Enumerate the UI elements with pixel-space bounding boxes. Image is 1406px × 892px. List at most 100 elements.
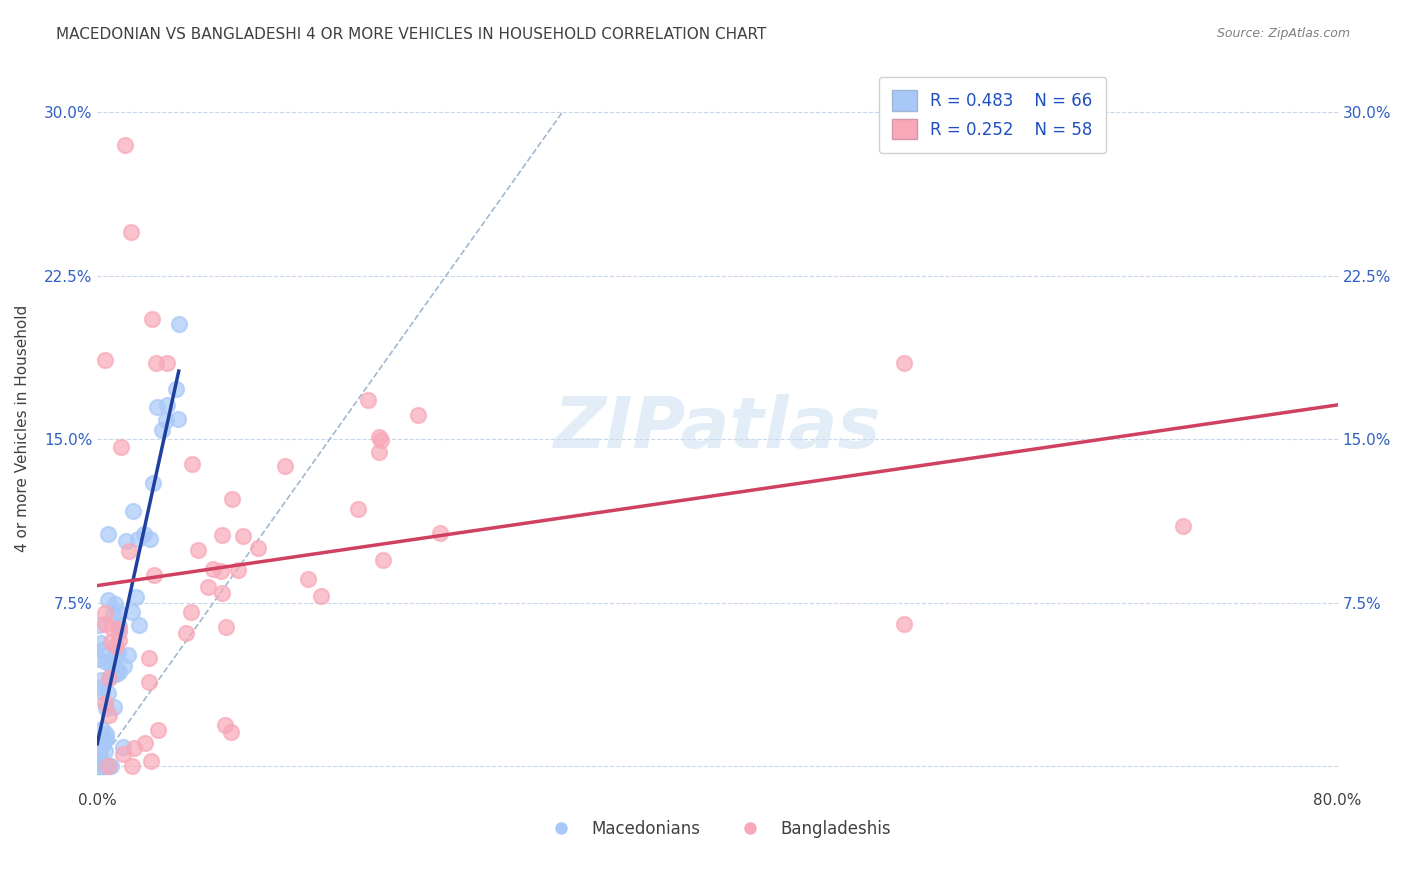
Bangladeshis — [110, 440, 132, 454]
Macedonians — [167, 412, 190, 426]
Macedonians — [127, 532, 149, 546]
Bangladeshis — [180, 605, 202, 619]
Bangladeshis — [215, 619, 238, 633]
Macedonians — [89, 749, 111, 764]
Bangladeshis — [181, 457, 204, 471]
Bangladeshis — [108, 633, 131, 648]
Bangladeshis — [346, 501, 368, 516]
Macedonians — [142, 476, 165, 491]
Macedonians — [94, 655, 117, 669]
Macedonians — [104, 646, 127, 660]
Macedonians — [117, 648, 139, 663]
Bangladeshis — [211, 586, 233, 600]
Bangladeshis — [120, 225, 142, 239]
Macedonians — [90, 636, 112, 650]
Macedonians — [132, 527, 155, 541]
Macedonians — [90, 673, 112, 687]
Bangladeshis — [201, 561, 224, 575]
Macedonians — [124, 590, 146, 604]
Bangladeshis — [211, 528, 233, 542]
Bangladeshis — [156, 356, 179, 370]
Macedonians — [108, 619, 131, 633]
Macedonians — [91, 759, 114, 773]
Macedonians — [87, 745, 110, 759]
Macedonians — [94, 731, 117, 745]
Macedonians — [107, 646, 129, 660]
Bangladeshis — [1171, 519, 1194, 533]
Macedonians — [112, 659, 135, 673]
Macedonians — [93, 759, 115, 773]
Bangladeshis — [94, 353, 117, 368]
Macedonians — [87, 759, 110, 773]
Bangladeshis — [121, 759, 143, 773]
Bangladeshis — [139, 754, 162, 768]
Text: MACEDONIAN VS BANGLADESHI 4 OR MORE VEHICLES IN HOUSEHOLD CORRELATION CHART: MACEDONIAN VS BANGLADESHI 4 OR MORE VEHI… — [56, 27, 766, 42]
Macedonians — [91, 643, 114, 657]
Bangladeshis — [141, 312, 163, 326]
Bangladeshis — [122, 740, 145, 755]
Macedonians — [87, 759, 110, 773]
Macedonians — [87, 652, 110, 666]
Bangladeshis — [114, 137, 136, 152]
Macedonians — [145, 400, 167, 414]
Macedonians — [94, 759, 117, 773]
Text: ZIPatlas: ZIPatlas — [554, 393, 882, 463]
Macedonians — [115, 533, 138, 548]
Macedonians — [100, 657, 122, 671]
Bangladeshis — [214, 717, 236, 731]
Macedonians — [97, 686, 120, 700]
Bangladeshis — [219, 724, 242, 739]
Bangladeshis — [118, 544, 141, 558]
Y-axis label: 4 or more Vehicles in Household: 4 or more Vehicles in Household — [15, 304, 30, 552]
Bangladeshis — [111, 747, 134, 761]
Macedonians — [96, 526, 118, 541]
Macedonians — [103, 655, 125, 669]
Bangladeshis — [108, 622, 131, 636]
Macedonians — [87, 759, 110, 773]
Bangladeshis — [187, 543, 209, 558]
Macedonians — [104, 667, 127, 681]
Bangladeshis — [174, 625, 197, 640]
Macedonians — [97, 759, 120, 773]
Bangladeshis — [274, 459, 297, 474]
Macedonians — [91, 759, 114, 773]
Macedonians — [152, 423, 174, 437]
Macedonians — [103, 699, 125, 714]
Bangladeshis — [138, 650, 160, 665]
Macedonians — [100, 670, 122, 684]
Macedonians — [94, 701, 117, 715]
Macedonians — [96, 727, 118, 741]
Bangladeshis — [309, 589, 332, 603]
Macedonians — [111, 739, 134, 754]
Bangladeshis — [94, 696, 117, 710]
Macedonians — [91, 738, 114, 752]
Macedonians — [107, 664, 129, 678]
Macedonians — [101, 608, 124, 623]
Bangladeshis — [98, 671, 121, 685]
Macedonians — [87, 759, 110, 773]
Macedonians — [90, 680, 112, 694]
Bangladeshis — [197, 580, 219, 594]
Macedonians — [107, 605, 129, 619]
Bangladeshis — [94, 606, 117, 620]
Bangladeshis — [893, 617, 915, 632]
Macedonians — [91, 731, 114, 746]
Bangladeshis — [101, 622, 124, 636]
Text: Source: ZipAtlas.com: Source: ZipAtlas.com — [1216, 27, 1350, 40]
Macedonians — [94, 730, 117, 744]
Macedonians — [122, 504, 145, 518]
Macedonians — [128, 618, 150, 632]
Bangladeshis — [209, 564, 232, 578]
Bangladeshis — [146, 723, 169, 738]
Macedonians — [97, 593, 120, 607]
Bangladeshis — [221, 492, 243, 507]
Macedonians — [93, 733, 115, 747]
Bangladeshis — [370, 433, 392, 447]
Bangladeshis — [297, 572, 319, 586]
Macedonians — [138, 532, 160, 546]
Macedonians — [108, 665, 131, 679]
Macedonians — [103, 598, 125, 612]
Bangladeshis — [145, 356, 167, 370]
Bangladeshis — [94, 617, 117, 632]
Macedonians — [90, 722, 112, 736]
